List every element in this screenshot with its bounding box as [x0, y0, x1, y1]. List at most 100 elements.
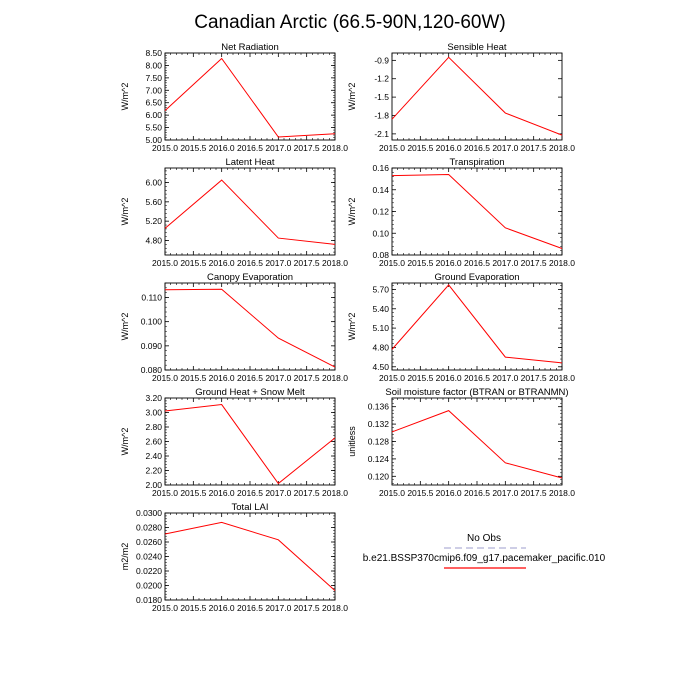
panel-sensible-heat: Sensible Heat W/m^2 2015.0 2015.5 2016.0 2016… [347, 42, 575, 153]
panel-total-lai-ytick-label: 0.0240 [136, 552, 162, 562]
panel-sensible-heat-xtick-label: 2015.0 [379, 143, 405, 153]
panel-total-lai-title: Total LAI [232, 502, 269, 513]
panel-canopy-evaporation-xtick-label: 2015.5 [180, 373, 206, 383]
panel-canopy-evaporation-frame [164, 282, 336, 371]
panel-sensible-heat-ytick-label: -2.1 [374, 129, 389, 139]
panel-net-radiation-ytick-label: 8.50 [145, 48, 162, 58]
panel-net-radiation-xtick-label: 2017.0 [265, 143, 291, 153]
panel-total-lai-xtick-label: 2016.5 [237, 603, 263, 613]
panel-net-radiation-ytick-label: 5.00 [145, 135, 162, 145]
panel-total-lai-xtick-label: 2015.0 [152, 603, 178, 613]
panel-canopy-evaporation-ytick-label: 0.090 [141, 341, 163, 351]
panel-canopy-evaporation-ylabel: W/m^2 [120, 313, 130, 341]
panel-ground-heat-snow-melt-series-line [164, 403, 336, 485]
legend-label-model-run: b.e21.BSSP370cmip6.f09_g17.pacemaker_pac… [363, 553, 606, 564]
panel-canopy-evaporation-ytick-label: 0.110 [141, 293, 162, 303]
panel-net-radiation-title: Net Radiation [221, 42, 279, 53]
panel-sensible-heat-ytick-label: -1.5 [374, 92, 389, 102]
panel-soil-moisture-factor-btran-or-btranmn-ylabel: unitless [347, 426, 357, 457]
panel-net-radiation-ytick-label: 7.00 [145, 85, 162, 95]
panel-total-lai-xtick-label: 2017.5 [294, 603, 320, 613]
panel-net-radiation-xtick-label: 2016.5 [237, 143, 263, 153]
panel-ground-evaporation-title: Ground Evaporation [434, 272, 519, 283]
panel-soil-moisture-factor-btran-or-btranmn-xtick-label: 2016.0 [436, 488, 462, 498]
panel-ground-evaporation-ytick-label: 5.40 [372, 304, 389, 314]
panel-net-radiation-xtick-label: 2018.0 [322, 143, 348, 153]
panel-latent-heat-xtick-label: 2016.5 [237, 258, 263, 268]
panel-soil-moisture-factor-btran-or-btranmn-ytick-label: 0.132 [368, 419, 390, 429]
panel-ground-heat-snow-melt-ylabel: W/m^2 [120, 428, 130, 456]
panel-net-radiation-ytick-label: 6.00 [145, 110, 162, 120]
panel-ground-heat-snow-melt-xtick-label: 2017.0 [265, 488, 291, 498]
panel-total-lai-ytick-label: 0.0260 [136, 537, 162, 547]
panel-latent-heat-ytick-label: 5.60 [145, 197, 162, 207]
panel-soil-moisture-factor-btran-or-btranmn-title: Soil moisture factor (BTRAN or BTRANMN) [385, 387, 568, 398]
panel-net-radiation-ytick-label: 7.50 [145, 73, 162, 83]
panel-soil-moisture-factor-btran-or-btranmn-ytick-label: 0.124 [368, 454, 390, 464]
panel-net-radiation-series-line [164, 57, 336, 138]
panel-canopy-evaporation-xtick-label: 2015.0 [152, 373, 178, 383]
panel-sensible-heat-ylabel: W/m^2 [347, 83, 357, 111]
panel-latent-heat-xtick-label: 2015.0 [152, 258, 178, 268]
panel-canopy-evaporation-xtick-label: 2017.5 [294, 373, 320, 383]
panel-sensible-heat-xtick-label: 2018.0 [549, 143, 575, 153]
panel-ground-heat-snow-melt-ytick-label: 3.00 [145, 408, 162, 418]
legend: No Obs b.e21.BSSP370cmip6.f09_g17.pacema… [363, 533, 606, 569]
panel-net-radiation-ytick-label: 8.00 [145, 60, 162, 70]
panel-ground-heat-snow-melt-ytick-label: 2.40 [145, 451, 162, 461]
panel-soil-moisture-factor-btran-or-btranmn-xtick-label: 2015.5 [407, 488, 433, 498]
panel-net-radiation: Net Radiation W/m^2 2015.0 2015.5 2016.0 2016… [120, 42, 348, 153]
panel-ground-evaporation-xtick-label: 2015.5 [407, 373, 433, 383]
panel-latent-heat-xtick-label: 2016.0 [209, 258, 235, 268]
panel-sensible-heat-xtick-label: 2016.5 [464, 143, 490, 153]
panel-latent-heat-xtick-label: 2017.5 [294, 258, 320, 268]
panel-soil-moisture-factor-btran-or-btranmn-xtick-label: 2017.5 [521, 488, 547, 498]
panel-canopy-evaporation-title: Canopy Evaporation [207, 272, 293, 283]
panel-ground-evaporation-xtick-label: 2017.5 [521, 373, 547, 383]
panel-transpiration-ytick-label: 0.10 [372, 228, 389, 238]
panel-soil-moisture-factor-btran-or-btranmn-xtick-label: 2015.0 [379, 488, 405, 498]
panel-canopy-evaporation-xtick-label: 2016.5 [237, 373, 263, 383]
legend-label-no-obs: No Obs [467, 533, 501, 544]
panel-transpiration-xtick-label: 2016.5 [464, 258, 490, 268]
panel-ground-heat-snow-melt: Ground Heat + Snow Melt W/m^2 2015.0 2015.5… [120, 387, 348, 498]
panel-total-lai-frame [164, 512, 336, 601]
panel-canopy-evaporation-ytick-label: 0.100 [141, 317, 163, 327]
panel-latent-heat: Latent Heat W/m^2 2015.0 2015.5 2016.0 2016.5… [120, 157, 348, 268]
panel-ground-heat-snow-melt-xtick-label: 2016.0 [209, 488, 235, 498]
panel-canopy-evaporation-xtick-label: 2018.0 [322, 373, 348, 383]
panel-total-lai-xtick-label: 2017.0 [265, 603, 291, 613]
panel-net-radiation-frame [164, 52, 336, 141]
panel-net-radiation-ytick-label: 5.50 [145, 123, 162, 133]
panel-soil-moisture-factor-btran-or-btranmn-ytick-label: 0.136 [368, 402, 390, 412]
panel-ground-heat-snow-melt-xtick-label: 2018.0 [322, 488, 348, 498]
panel-transpiration-ytick-label: 0.16 [372, 163, 389, 173]
panel-ground-evaporation-xtick-label: 2015.0 [379, 373, 405, 383]
panel-latent-heat-series-line [164, 179, 336, 245]
panel-canopy-evaporation-ytick-label: 0.080 [141, 365, 163, 375]
panel-sensible-heat-xtick-label: 2016.0 [436, 143, 462, 153]
panel-soil-moisture-factor-btran-or-btranmn-ytick-label: 0.128 [368, 437, 390, 447]
panel-latent-heat-title: Latent Heat [225, 157, 274, 168]
panel-transpiration-series-line [391, 174, 563, 249]
panel-ground-heat-snow-melt-title: Ground Heat + Snow Melt [195, 387, 305, 398]
figure-title: Canadian Arctic (66.5-90N,120-60W) [194, 12, 506, 33]
panel-soil-moisture-factor-btran-or-btranmn-xtick-label: 2017.0 [492, 488, 518, 498]
panel-canopy-evaporation-xtick-label: 2016.0 [209, 373, 235, 383]
panel-total-lai-ytick-label: 0.0280 [136, 523, 162, 533]
panel-transpiration-ylabel: W/m^2 [347, 198, 357, 226]
panel-sensible-heat-ytick-label: -1.8 [374, 110, 389, 120]
panel-canopy-evaporation-series-line [164, 288, 336, 368]
panel-transpiration-xtick-label: 2018.0 [549, 258, 575, 268]
panel-soil-moisture-factor-btran-or-btranmn-frame [391, 397, 563, 486]
panel-sensible-heat-ytick-label: -0.9 [374, 55, 389, 65]
panel-transpiration-xtick-label: 2017.5 [521, 258, 547, 268]
panel-transpiration-xtick-label: 2015.0 [379, 258, 405, 268]
panel-sensible-heat-xtick-label: 2015.5 [407, 143, 433, 153]
panel-ground-heat-snow-melt-xtick-label: 2015.5 [180, 488, 206, 498]
panel-latent-heat-ytick-label: 6.00 [145, 178, 162, 188]
panel-net-radiation-xtick-label: 2015.5 [180, 143, 206, 153]
